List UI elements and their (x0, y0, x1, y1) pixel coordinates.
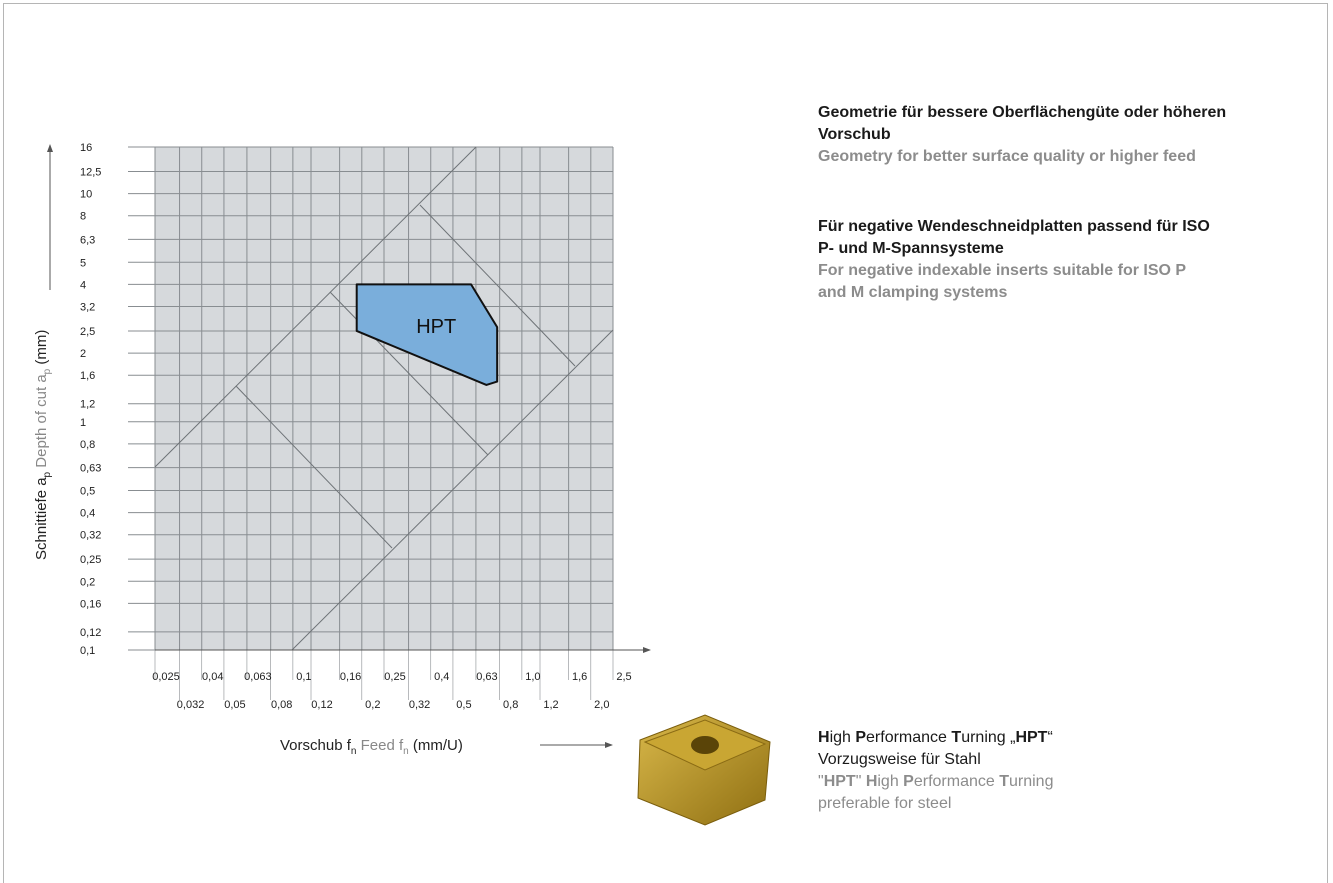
t: igh (877, 773, 904, 790)
y-tick-label: 8 (80, 211, 86, 223)
y-tick-label: 0,32 (80, 530, 101, 542)
x-tick-label: 0,12 (311, 699, 332, 711)
y-tick-label: 0,1 (80, 645, 95, 657)
x-tick-label: 0,25 (384, 671, 405, 683)
y-tick-label: 0,4 (80, 508, 95, 520)
y-tick-label: 1,6 (80, 370, 95, 382)
t: erformance (866, 729, 952, 746)
x-tick-label: 0,1 (296, 671, 311, 683)
y-title-part: (mm) (33, 330, 50, 369)
x-title-part: Feed f (356, 737, 404, 754)
x-tick-label: 0,16 (340, 671, 361, 683)
region-label: HPT (416, 316, 456, 338)
x-tick-label: 0,032 (177, 699, 205, 711)
x-tick-label: 1,2 (543, 699, 558, 711)
y-tick-label: 2,5 (80, 326, 95, 338)
hpt-line: Vorzugsweise für Stahl (818, 751, 981, 768)
x-tick-label: 0,063 (244, 671, 272, 683)
y-tick-label: 1 (80, 417, 86, 429)
y-tick-label: 2 (80, 348, 86, 360)
region (355, 283, 499, 386)
text-de: Für negative Wendeschneidplatten passend… (818, 218, 1210, 257)
y-tick-label: 6,3 (80, 234, 95, 246)
hpt-line: "HPT" High Performance Turning (818, 771, 1053, 793)
y-title-part: p (42, 471, 53, 477)
guide-line (154, 146, 477, 468)
y-title-part: p (42, 368, 53, 374)
guide-line (291, 329, 614, 651)
y-tick-label: 0,63 (80, 463, 101, 475)
t: urning „ (961, 729, 1016, 746)
x-tick-label: 0,8 (503, 699, 518, 711)
hpt-block: High Performance Turning „HPT“ Vorzugswe… (818, 727, 1053, 815)
x-title-part: n (403, 746, 409, 757)
y-title-part: Schnittiefe (33, 486, 50, 560)
y-tick-label: 0,25 (80, 554, 101, 566)
t: HPT (1015, 729, 1048, 746)
t: P (855, 729, 867, 746)
y-tick-label: 1,2 (80, 399, 95, 411)
y-tick-label: 10 (80, 189, 92, 201)
x-tick-label: 0,63 (476, 671, 497, 683)
t: erformance (913, 773, 1000, 790)
y-tick-label: 3,2 (80, 302, 95, 314)
y-tick-label: 0,5 (80, 485, 95, 497)
t: " (855, 773, 866, 790)
x-title-part: f (347, 737, 352, 754)
y-tick-label: 12,5 (80, 166, 101, 178)
x-tick-label: 0,2 (365, 699, 380, 711)
x-tick-label: 1,0 (525, 671, 540, 683)
t: H (818, 729, 830, 746)
t: H (865, 773, 878, 790)
t: HPT (823, 773, 856, 790)
y-tick-label: 0,2 (80, 576, 95, 588)
x-tick-label: 0,05 (224, 699, 245, 711)
y-tick-label: 0,16 (80, 598, 101, 610)
text-en: Geometry for better surface quality or h… (818, 148, 1196, 165)
x-title-part: (mm/U) (409, 737, 463, 754)
x-tick-label: 0,32 (409, 699, 430, 711)
hpt-line: High Performance Turning „HPT“ (818, 727, 1053, 749)
t: " (818, 773, 824, 790)
y-title-part: a (33, 477, 50, 486)
text-en: For negative indexable inserts suitable … (818, 262, 1186, 301)
x-title-part: Vorschub (280, 737, 347, 754)
y-axis-title: Schnittiefe ap Depth of cut ap (mm) (33, 330, 53, 560)
frame (3, 3, 1328, 883)
t: igh (829, 729, 856, 746)
x-tick-label: 0,025 (152, 671, 180, 683)
x-tick-label: 0,04 (202, 671, 223, 683)
t: urning (1009, 773, 1054, 790)
y-tick-label: 4 (80, 279, 86, 291)
hpt-line: preferable for steel (818, 795, 952, 812)
insert-image (637, 714, 771, 826)
y-tick-label: 16 (80, 142, 92, 154)
guide-line (419, 204, 576, 367)
t: P (903, 773, 914, 790)
x-tick-label: 0,5 (456, 699, 471, 711)
x-tick-label: 1,6 (572, 671, 587, 683)
text-block: Für negative Wendeschneidplatten passend… (818, 216, 1218, 304)
y-title-part: Depth of cut a (33, 374, 50, 472)
x-tick-label: 2,0 (594, 699, 609, 711)
t: T (999, 773, 1009, 790)
x-title-part: n (351, 746, 357, 757)
t: T (951, 729, 962, 746)
y-tick-label: 0,12 (80, 627, 101, 639)
text-de: Geometrie für bessere Oberflächengüte od… (818, 104, 1227, 143)
x-tick-label: 0,4 (434, 671, 449, 683)
x-tick-label: 0,08 (271, 699, 292, 711)
text-block: Geometrie für bessere Oberflächengüte od… (818, 102, 1298, 168)
y-tick-label: 5 (80, 257, 86, 269)
x-axis-title: Vorschub fn Feed fn (mm/U) (280, 737, 463, 757)
x-tick-label: 2,5 (616, 671, 631, 683)
guide-line (235, 385, 393, 549)
t: “ (1047, 729, 1053, 746)
y-tick-label: 0,8 (80, 439, 95, 451)
